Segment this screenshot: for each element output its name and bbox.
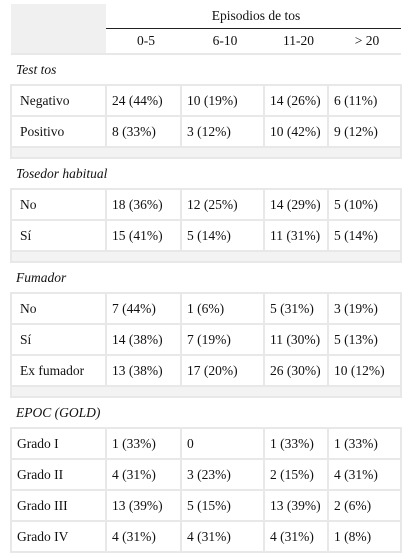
row-label: Grado III (10, 489, 107, 522)
data-table: Episodios de tos 0-5 6-10 11-20 > 20 Test t… (9, 4, 403, 553)
cell: 4 (31%) (326, 458, 403, 491)
cell: 4 (31%) (180, 520, 265, 553)
column-header: > 20 (328, 28, 402, 55)
column-header: 0-5 (106, 28, 181, 55)
data-row: No 18 (36%) 12 (25%) 14 (29%) 5 (10%) (10, 188, 403, 221)
cell: 1 (33%) (326, 427, 403, 460)
section-row: EPOC (GOLD) (11, 396, 402, 429)
cell: 3 (23%) (180, 458, 265, 491)
row-label: Sí (10, 219, 107, 252)
row-label: Grado II (10, 458, 107, 491)
cell: 10 (19%) (180, 84, 265, 117)
cell: 5 (31%) (263, 292, 329, 325)
data-row: Negativo 24 (44%) 10 (19%) 14 (26%) 6 (11%) (10, 84, 403, 117)
cell: 4 (31%) (105, 458, 182, 491)
spacer-row (9, 250, 403, 263)
cell: 4 (31%) (263, 520, 329, 553)
data-row: Grado II 4 (31%) 3 (23%) 2 (15%) 4 (31%) (10, 458, 403, 491)
cell: 10 (12%) (326, 354, 403, 387)
cell: 5 (15%) (180, 489, 265, 522)
cell: 3 (19%) (326, 292, 403, 325)
cell: 5 (14%) (180, 219, 265, 252)
cell: 5 (13%) (326, 323, 403, 356)
spacer-cell (9, 385, 403, 398)
column-header: 11-20 (264, 28, 328, 55)
spacer-row (9, 385, 403, 398)
cell: 3 (12%) (180, 115, 265, 148)
cell: 2 (6%) (326, 489, 403, 522)
cell: 13 (39%) (263, 489, 329, 522)
cell: 17 (20%) (180, 354, 265, 387)
spacer-cell (9, 146, 403, 159)
data-row: Positivo 8 (33%) 3 (12%) 10 (42%) 9 (12%) (10, 115, 403, 148)
cell: 1 (6%) (180, 292, 265, 325)
cell: 11 (31%) (263, 219, 329, 252)
cell: 13 (38%) (105, 354, 182, 387)
row-label: Negativo (10, 84, 107, 117)
row-label: Grado IV (10, 520, 107, 553)
data-row: Sí 14 (38%) 7 (19%) 11 (30%) 5 (13%) (10, 323, 403, 356)
cell: 18 (36%) (105, 188, 182, 221)
section-title: EPOC (GOLD) (11, 396, 402, 429)
data-row: Sí 15 (41%) 5 (14%) 11 (31%) 5 (14%) (10, 219, 403, 252)
cell: 8 (33%) (105, 115, 182, 148)
cell: 14 (29%) (263, 188, 329, 221)
table-body: Test tos Negativo 24 (44%) 10 (19%) 14 (26%)… (9, 53, 403, 553)
spacer-row (9, 146, 403, 159)
cell: 5 (14%) (326, 219, 403, 252)
cell: 10 (42%) (263, 115, 329, 148)
header-blank (11, 4, 106, 54)
row-label: No (10, 292, 107, 325)
cell: 14 (26%) (263, 84, 329, 117)
cell: 12 (25%) (180, 188, 265, 221)
cell: 1 (33%) (105, 427, 182, 460)
section-title: Tosedor habitual (11, 157, 402, 190)
row-label: Grado I (10, 427, 107, 460)
group-header: Episodios de tos (106, 4, 402, 29)
table-head: Episodios de tos 0-5 6-10 11-20 > 20 (11, 4, 402, 55)
column-header: 6-10 (181, 28, 264, 55)
data-row: Grado III 13 (39%) 5 (15%) 13 (39%) 2 (6%) (10, 489, 403, 522)
cell: 13 (39%) (105, 489, 182, 522)
row-label: Sí (10, 323, 107, 356)
cell: 5 (10%) (326, 188, 403, 221)
cell: 9 (12%) (326, 115, 403, 148)
cell: 26 (30%) (263, 354, 329, 387)
cell: 4 (31%) (105, 520, 182, 553)
cell: 2 (15%) (263, 458, 329, 491)
section-title: Test tos (11, 53, 402, 86)
row-label: No (10, 188, 107, 221)
row-label: Positivo (10, 115, 107, 148)
cell: 0 (180, 427, 265, 460)
cell: 14 (38%) (105, 323, 182, 356)
row-label: Ex fumador (10, 354, 107, 387)
cell: 1 (33%) (263, 427, 329, 460)
spacer-cell (9, 250, 403, 263)
cell: 24 (44%) (105, 84, 182, 117)
cell: 7 (44%) (105, 292, 182, 325)
cell: 7 (19%) (180, 323, 265, 356)
section-row: Test tos (11, 53, 402, 86)
cell: 15 (41%) (105, 219, 182, 252)
section-row: Fumador (11, 261, 402, 294)
data-row: Ex fumador 13 (38%) 17 (20%) 26 (30%) 10 (12… (10, 354, 403, 387)
data-row: No 7 (44%) 1 (6%) 5 (31%) 3 (19%) (10, 292, 403, 325)
cell: 6 (11%) (326, 84, 403, 117)
cell: 1 (8%) (326, 520, 403, 553)
header-row: Episodios de tos (11, 4, 402, 54)
data-row: Grado IV 4 (31%) 4 (31%) 4 (31%) 1 (8%) (10, 520, 403, 553)
section-title: Fumador (11, 261, 402, 294)
cell: 11 (30%) (263, 323, 329, 356)
section-row: Tosedor habitual (11, 157, 402, 190)
